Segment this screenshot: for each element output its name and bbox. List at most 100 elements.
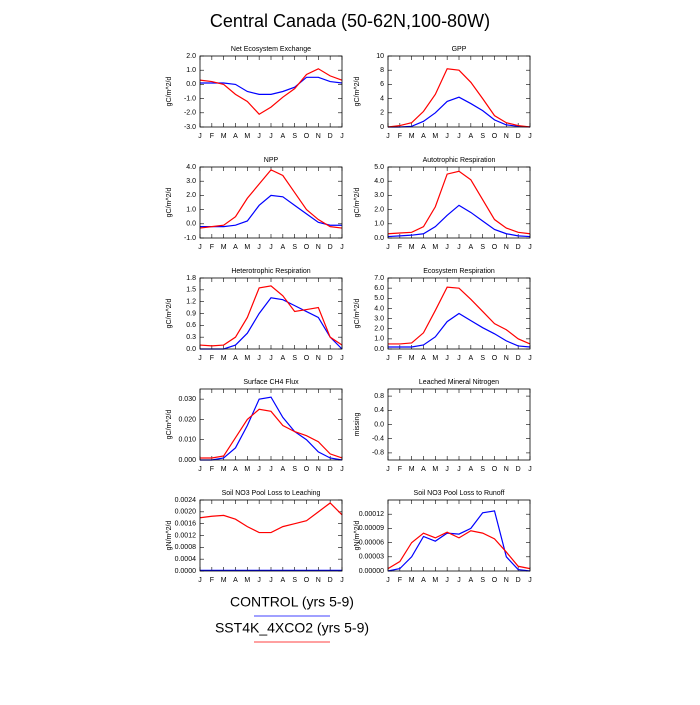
x-tick-label: N (504, 466, 509, 473)
x-tick-label: J (457, 577, 461, 584)
y-tick-label: 0.00006 (359, 539, 384, 546)
x-tick-label: A (233, 355, 238, 362)
y-axis-label: gC/m^2/d (354, 299, 361, 329)
y-tick-label: 1.0 (374, 221, 384, 228)
x-tick-label: O (492, 133, 498, 140)
y-tick-label: 4 (380, 95, 384, 102)
series-line (200, 76, 343, 95)
panel-title: Net Ecosystem Exchange (231, 46, 311, 53)
plot-frame (199, 388, 343, 461)
x-tick-label: D (328, 244, 333, 251)
y-tick-label: 0.00000 (359, 568, 384, 575)
x-tick-label: A (233, 244, 238, 251)
y-tick-label: 1.0 (374, 336, 384, 343)
x-tick-label: S (292, 577, 297, 584)
y-tick-label: 0.0 (186, 81, 196, 88)
x-tick-label: J (198, 466, 202, 473)
legend-label: CONTROL (yrs 5-9) (230, 594, 354, 610)
x-tick-label: O (492, 577, 498, 584)
x-tick-label: F (210, 466, 214, 473)
y-tick-label: -2.0 (184, 110, 196, 117)
y-tick-label: 2.0 (374, 206, 384, 213)
y-tick-label: 4.0 (374, 305, 384, 312)
x-tick-label: F (210, 244, 214, 251)
x-tick-label: D (516, 244, 521, 251)
x-tick-label: J (445, 244, 449, 251)
x-tick-label: F (398, 577, 402, 584)
y-tick-label: 2.0 (374, 326, 384, 333)
x-tick-label: A (280, 577, 285, 584)
x-tick-label: J (457, 244, 461, 251)
panel-title: Soil NO3 Pool Loss to Runoff (414, 490, 505, 497)
y-tick-label: 0.8 (374, 393, 384, 400)
series-line (200, 408, 343, 459)
y-tick-label: 10 (376, 53, 384, 60)
x-tick-label: M (221, 244, 227, 251)
series-line (387, 170, 531, 235)
y-tick-label: 0.0008 (175, 544, 197, 551)
plot-frame (199, 55, 343, 128)
y-tick-label: 0.00012 (359, 511, 384, 518)
y-tick-label: 4.0 (374, 178, 384, 185)
x-tick-label: M (432, 244, 438, 251)
y-tick-label: 0.0 (374, 421, 384, 428)
y-axis-label: gC/m^2/d (166, 410, 173, 440)
series-line (200, 396, 343, 461)
x-tick-label: J (340, 466, 344, 473)
y-tick-label: 1.0 (186, 67, 196, 74)
series-line (200, 194, 342, 228)
y-tick-label: 0.000 (178, 457, 196, 464)
x-tick-label: A (421, 355, 426, 362)
y-tick-label: 2.0 (186, 53, 196, 60)
y-tick-label: -0.4 (372, 436, 384, 443)
x-tick-label: J (269, 466, 273, 473)
panel-title: Heterotrophic Respiration (231, 268, 310, 275)
y-tick-label: -0.8 (372, 450, 384, 457)
panel-title: Surface CH4 Flux (243, 379, 299, 386)
y-tick-label: 0.6 (186, 322, 196, 329)
y-tick-label: 4.0 (186, 164, 196, 171)
panel-title: Autotrophic Respiration (423, 157, 496, 164)
x-tick-label: O (304, 133, 310, 140)
panel-title: GPP (452, 46, 467, 53)
x-tick-label: D (516, 466, 521, 473)
x-tick-label: S (480, 466, 485, 473)
x-tick-label: M (244, 577, 250, 584)
x-tick-label: A (280, 466, 285, 473)
series-line (388, 286, 531, 345)
y-tick-label: 5.0 (374, 295, 384, 302)
x-tick-label: A (468, 133, 473, 140)
series-line (387, 530, 531, 570)
x-tick-label: M (432, 466, 438, 473)
x-tick-label: O (492, 466, 498, 473)
y-tick-label: 1.5 (186, 287, 196, 294)
x-tick-label: A (280, 133, 285, 140)
x-tick-label: J (340, 133, 344, 140)
x-tick-label: F (398, 133, 402, 140)
y-tick-label: 7.0 (374, 275, 384, 282)
y-tick-label: 0.00003 (359, 554, 384, 561)
x-tick-label: M (244, 466, 250, 473)
y-tick-label: 6 (380, 81, 384, 88)
y-tick-label: 3.0 (186, 178, 196, 185)
x-tick-label: J (340, 244, 344, 251)
x-tick-label: J (528, 244, 532, 251)
panel-title: Soil NO3 Pool Loss to Leaching (222, 490, 321, 497)
y-tick-label: 8 (380, 67, 384, 74)
x-tick-label: J (269, 244, 273, 251)
x-tick-label: S (292, 244, 297, 251)
x-tick-label: O (304, 355, 310, 362)
y-tick-label: 5.0 (374, 164, 384, 171)
x-tick-label: D (328, 466, 333, 473)
y-axis-label: gC/m^2/d (166, 77, 173, 107)
x-tick-label: M (221, 466, 227, 473)
series-line (200, 297, 343, 350)
x-tick-label: N (504, 577, 509, 584)
x-tick-label: D (328, 133, 333, 140)
x-tick-label: M (432, 133, 438, 140)
x-tick-label: J (457, 466, 461, 473)
y-tick-label: 0.0020 (175, 509, 197, 516)
x-tick-label: J (445, 133, 449, 140)
x-tick-label: J (445, 355, 449, 362)
y-tick-label: 2 (380, 110, 384, 117)
